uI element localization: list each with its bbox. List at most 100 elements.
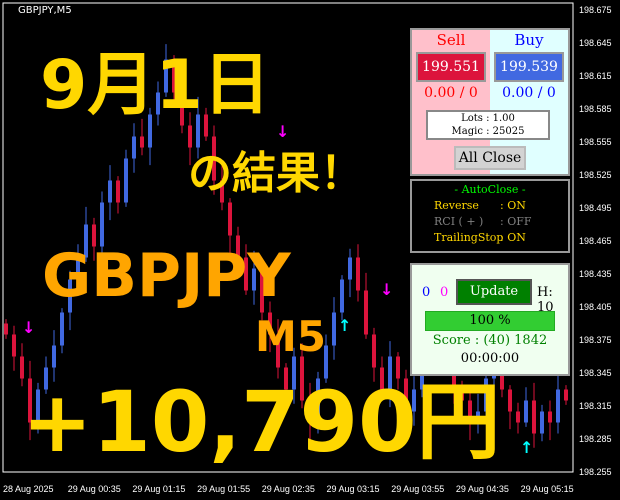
price-axis-label: 198.405 xyxy=(579,302,612,312)
price-axis-label: 198.375 xyxy=(579,335,612,345)
candle-body xyxy=(332,312,336,346)
price-axis-label: 198.675 xyxy=(579,5,612,15)
candle-body xyxy=(116,180,120,203)
candle-body xyxy=(156,92,160,115)
candle-body xyxy=(76,257,80,280)
buy-button[interactable]: 199.539 xyxy=(494,52,564,82)
autoclose-panel: - AutoClose - Reverse: ON RCI ( + ): OFF T… xyxy=(410,179,570,253)
score-text: Score : (40) 1842 xyxy=(432,333,548,348)
candle-body xyxy=(476,411,480,423)
pair-overlay: GBPJPY xyxy=(42,241,291,311)
candle-body xyxy=(36,389,40,423)
time-axis-label: 29 Aug 01:15 xyxy=(132,484,186,494)
candle-body xyxy=(124,158,128,203)
time-axis-label: 29 Aug 02:35 xyxy=(261,484,315,494)
update-button[interactable]: Update xyxy=(456,279,532,305)
time-axis-label: 29 Aug 03:55 xyxy=(391,484,445,494)
lots-magic-box[interactable]: Lots : 1.00 Magic : 25025 xyxy=(426,110,550,140)
candle-body xyxy=(220,180,224,203)
status-panel: 0 0 Update H: 10 100 % Score : (40) 1842… xyxy=(410,263,570,376)
magic-value: Magic : 25025 xyxy=(451,126,525,137)
candle-body xyxy=(260,268,264,313)
candle-body xyxy=(460,389,464,401)
candle-body xyxy=(228,202,232,236)
candle-body xyxy=(68,279,72,313)
autoclose-value: : OFF xyxy=(500,215,532,228)
candle-body xyxy=(196,114,200,148)
price-axis-label: 198.615 xyxy=(579,71,612,81)
candle-body xyxy=(564,389,568,401)
autoclose-row: Reverse: ON xyxy=(412,198,568,214)
trade-panel: Sell 199.551 0.00 / 0 Buy 199.539 0.00 /… xyxy=(410,28,570,176)
candle-body xyxy=(548,411,552,423)
candle-body xyxy=(516,411,520,423)
sell-count: 0 xyxy=(440,285,449,300)
candle-body xyxy=(236,235,240,258)
time-axis-label: 29 Aug 05:15 xyxy=(520,484,574,494)
candle-body xyxy=(276,334,280,368)
price-axis-label: 198.465 xyxy=(579,236,612,246)
candle-body xyxy=(388,356,392,390)
sell-button[interactable]: 199.551 xyxy=(416,52,486,82)
candle-body xyxy=(132,136,136,159)
candle-body xyxy=(524,400,528,423)
candle-body xyxy=(300,356,304,401)
result-overlay: の結果！ xyxy=(188,148,364,199)
candle-body xyxy=(452,367,456,390)
candle-body xyxy=(108,180,112,203)
candle-body xyxy=(556,389,560,423)
candle-body xyxy=(268,312,272,335)
timer-text: 00:00:00 xyxy=(460,351,520,366)
candle-body xyxy=(292,356,296,390)
candle-body xyxy=(12,334,16,357)
candle-body xyxy=(364,290,368,335)
candle-body xyxy=(468,400,472,423)
autoclose-name: Reverse xyxy=(434,199,479,212)
candle-body xyxy=(84,224,88,258)
buy-signal-arrow-icon: ↑ xyxy=(520,438,534,457)
candle-body xyxy=(284,367,288,390)
price-axis-label: 198.345 xyxy=(579,368,612,378)
autoclose-name: RCI ( + ) xyxy=(434,215,484,228)
all-close-button[interactable]: All Close xyxy=(454,146,526,170)
candle-body xyxy=(164,59,168,93)
price-axis-label: 198.555 xyxy=(579,137,612,147)
candle-body xyxy=(340,279,344,313)
progress-text: 100 % xyxy=(469,313,511,328)
sell-signal-arrow-icon: ↓ xyxy=(276,122,290,141)
candle-body xyxy=(4,323,8,335)
buy-signal-arrow-icon: ↑ xyxy=(338,316,352,335)
candle-body xyxy=(348,257,352,280)
candle-body xyxy=(396,356,400,379)
buy-pnl: 0.00 / 0 xyxy=(502,85,556,101)
candle-body xyxy=(204,114,208,137)
candle-body xyxy=(172,59,176,93)
time-axis-label: 28 Aug 2025 xyxy=(3,484,54,494)
time-axis-label: 29 Aug 01:55 xyxy=(197,484,251,494)
buy-label: Buy xyxy=(514,31,544,49)
timeframe-overlay: M5 xyxy=(255,312,327,361)
sell-signal-arrow-icon: ↓ xyxy=(380,280,394,299)
autoclose-value: : ON xyxy=(500,231,526,244)
candle-body xyxy=(28,378,32,423)
time-axis-label: 29 Aug 00:35 xyxy=(67,484,121,494)
candle-body xyxy=(532,400,536,434)
price-axis-label: 198.495 xyxy=(579,203,612,213)
price-axis-label: 198.285 xyxy=(579,434,612,444)
candle-body xyxy=(244,257,248,291)
candle-body xyxy=(356,257,360,291)
candle-body xyxy=(412,389,416,412)
date-overlay: 9月1日 xyxy=(40,46,271,125)
sell-signal-arrow-icon: ↓ xyxy=(22,318,36,337)
candle-body xyxy=(20,356,24,379)
candle-body xyxy=(540,411,544,434)
candle-body xyxy=(188,125,192,148)
candle-body xyxy=(252,268,256,291)
price-axis-label: 198.255 xyxy=(579,467,612,477)
candle-body xyxy=(372,334,376,368)
price-axis-label: 198.525 xyxy=(579,170,612,180)
candle-body xyxy=(100,202,104,247)
autoclose-name: TrailingStop xyxy=(434,231,504,244)
price-axis-label: 198.315 xyxy=(579,401,612,411)
candle-body xyxy=(52,345,56,368)
